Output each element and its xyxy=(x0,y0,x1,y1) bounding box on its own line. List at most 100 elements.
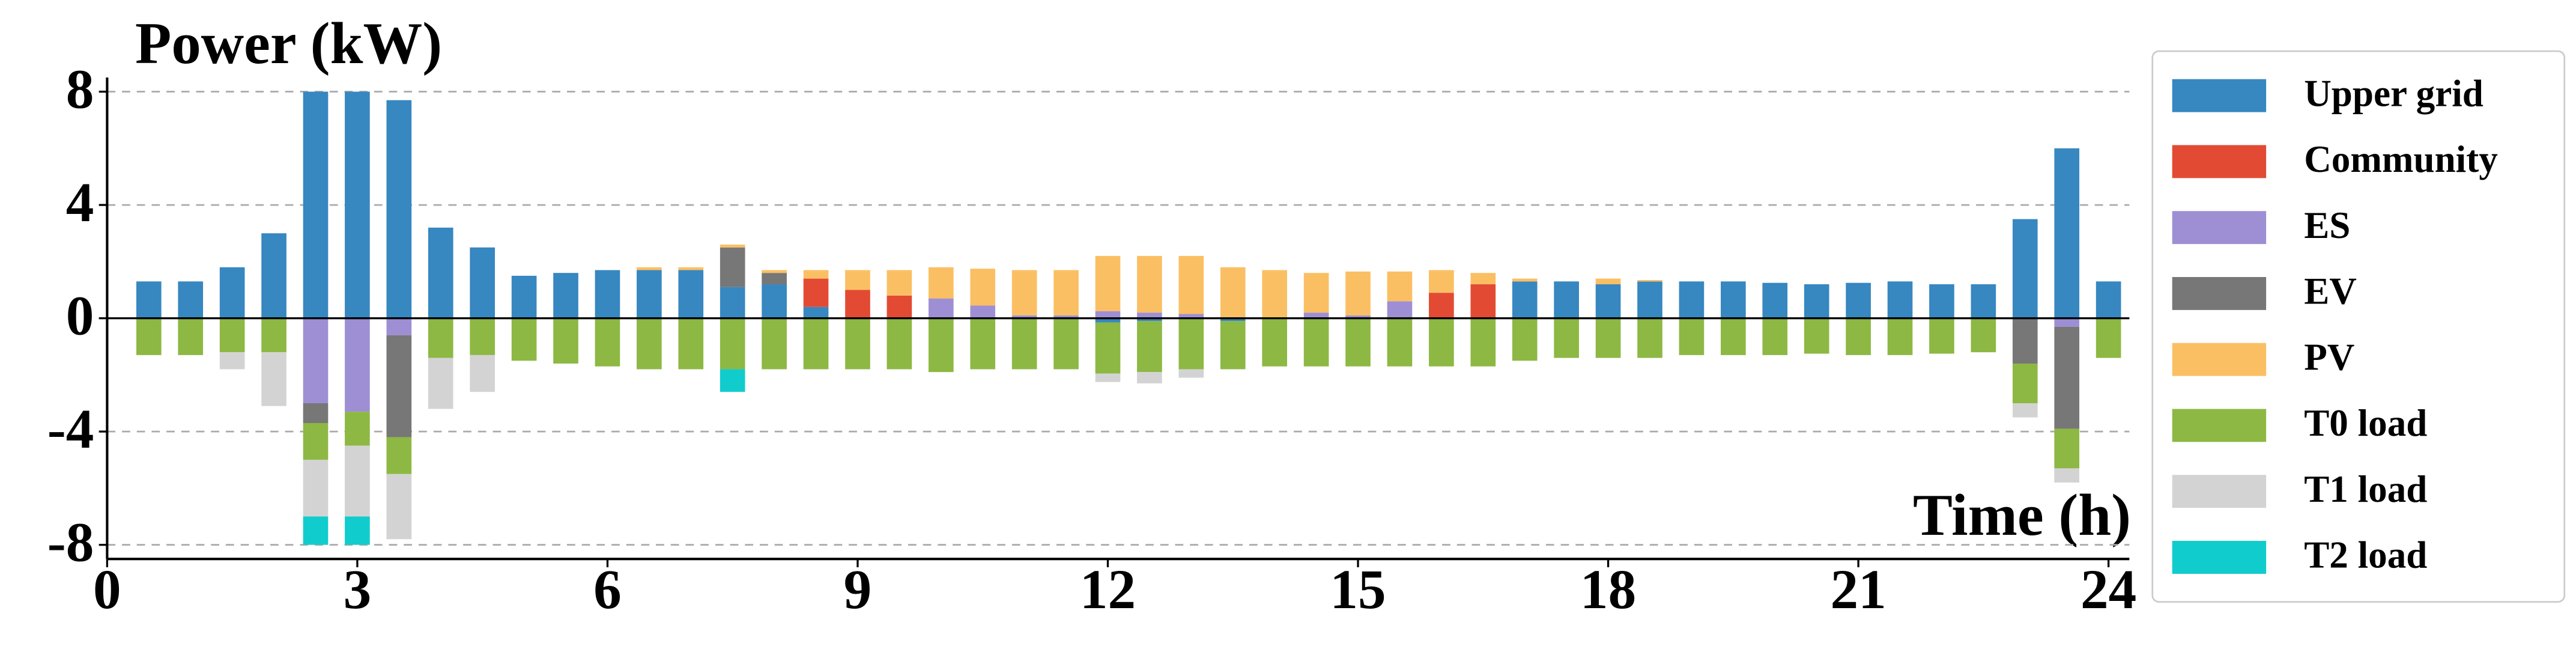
bar-segment xyxy=(428,227,453,318)
x-tick-label: 3 xyxy=(344,559,372,621)
bar-segment xyxy=(261,233,286,318)
bar-segment xyxy=(2012,364,2038,404)
x-tick-label: 21 xyxy=(1830,559,1886,621)
bar-segment xyxy=(1637,318,1662,358)
bar-segment xyxy=(1303,273,1329,313)
bar-segment xyxy=(428,358,453,409)
bar-segment xyxy=(762,318,787,370)
bar-segment xyxy=(178,318,204,355)
bar-segment xyxy=(470,247,496,318)
legend-swatch xyxy=(2172,211,2267,245)
bar-segment xyxy=(803,270,829,279)
bar-segment xyxy=(470,318,496,355)
bar-segment xyxy=(428,318,453,358)
bar-segment xyxy=(1053,318,1079,370)
bar-segment xyxy=(1345,318,1371,367)
bar-segment xyxy=(2054,326,2080,429)
bar-segment xyxy=(1971,284,1996,318)
bar-segment xyxy=(1220,321,1246,370)
bar-segment xyxy=(970,269,996,306)
bar-segment xyxy=(303,403,329,423)
bar-segment xyxy=(2012,318,2038,364)
bar-segment xyxy=(845,290,870,318)
bar-segment xyxy=(1429,318,1454,367)
legend-label: T2 load xyxy=(2304,534,2427,576)
bar-segment xyxy=(1095,322,1121,374)
bar-segment xyxy=(1137,318,1162,321)
bar-segment xyxy=(303,318,329,404)
bar-segment xyxy=(678,267,704,270)
bar-segment xyxy=(1721,318,1746,355)
bar-segment xyxy=(1470,284,1496,318)
bar-segment xyxy=(1721,281,1746,318)
bar-segment xyxy=(2096,318,2121,358)
bar-segment xyxy=(1929,318,1954,354)
bar-segment xyxy=(637,267,662,270)
bar-segment xyxy=(1011,315,1037,318)
bar-segment xyxy=(136,281,162,318)
bar-segment xyxy=(637,270,662,318)
bar-segment xyxy=(1053,270,1079,315)
bar-segment xyxy=(1429,293,1454,318)
bar-segment xyxy=(1095,318,1121,323)
bar-segment xyxy=(803,318,829,370)
bar-segment xyxy=(1262,318,1288,367)
bar-segment xyxy=(1846,282,1871,318)
bar-segment xyxy=(2012,403,2038,418)
bar-segment xyxy=(762,270,787,273)
bar-segment xyxy=(637,318,662,370)
bar-segment xyxy=(2012,219,2038,318)
bar-segment xyxy=(1637,281,1662,318)
bar-segment xyxy=(386,318,412,335)
legend-label: EV xyxy=(2304,270,2357,312)
bar-segment xyxy=(970,318,996,370)
bar-segment xyxy=(345,412,370,446)
bar-segment xyxy=(1137,312,1162,318)
bar-segment xyxy=(2054,318,2080,327)
bar-segment xyxy=(886,295,912,318)
bar-segment xyxy=(1303,312,1329,318)
bar-segment xyxy=(1554,281,1579,318)
bar-segment xyxy=(1095,311,1121,318)
bar-segment xyxy=(1220,318,1246,321)
bar-segment xyxy=(803,278,829,307)
bar-segment xyxy=(345,516,370,545)
bar-segment xyxy=(386,100,412,318)
x-tick-label: 18 xyxy=(1580,559,1636,621)
bar-segment xyxy=(1887,318,1913,355)
bar-segment xyxy=(1220,267,1246,318)
bar-segment xyxy=(386,437,412,474)
bar-segment xyxy=(928,298,954,318)
bar-segment xyxy=(261,318,286,353)
bar-segment xyxy=(1387,301,1413,318)
bar-segment xyxy=(886,318,912,370)
bar-segment xyxy=(595,270,620,318)
legend-box xyxy=(2151,50,2566,603)
bar-segment xyxy=(1595,318,1621,358)
x-tick-label: 24 xyxy=(2080,559,2136,621)
legend-label: T0 load xyxy=(2304,402,2427,444)
bar-segment xyxy=(1929,284,1954,318)
bar-segment xyxy=(1762,318,1788,355)
bar-segment xyxy=(2054,148,2080,318)
legend-swatch xyxy=(2172,145,2267,178)
legend-label: T1 load xyxy=(2304,468,2427,510)
bar-segment xyxy=(1053,315,1079,318)
bar-segment xyxy=(303,422,329,460)
bar-segment xyxy=(136,318,162,355)
bar-segment xyxy=(886,270,912,296)
bar-segment xyxy=(720,245,745,248)
legend-swatch xyxy=(2172,277,2267,310)
bar-segment xyxy=(1345,271,1371,315)
bar-segment xyxy=(2054,428,2080,469)
bar-segment xyxy=(1137,372,1162,384)
bar-segment xyxy=(1512,278,1538,282)
bar-segment xyxy=(1762,282,1788,318)
x-axis-label: Time (h) xyxy=(1913,483,2131,548)
bar-segment xyxy=(928,267,954,299)
bar-segment xyxy=(720,287,745,318)
bar-segment xyxy=(1470,318,1496,367)
legend-swatch xyxy=(2172,475,2267,508)
bar-segment xyxy=(178,281,204,318)
legend-swatch xyxy=(2172,409,2267,442)
